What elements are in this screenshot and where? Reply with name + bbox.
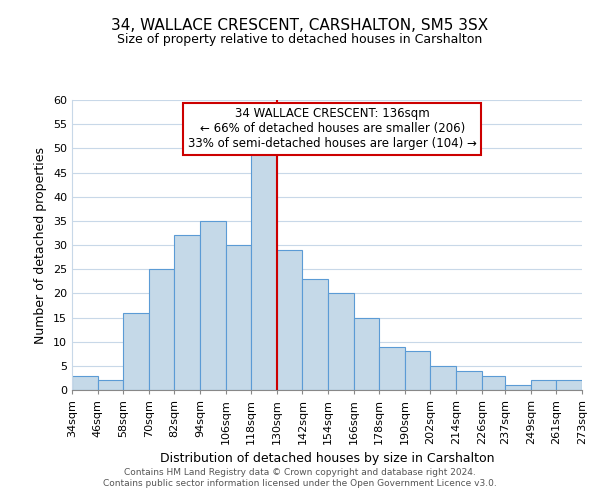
Text: Contains HM Land Registry data © Crown copyright and database right 2024.
Contai: Contains HM Land Registry data © Crown c… bbox=[103, 468, 497, 487]
Bar bbox=[482, 376, 505, 390]
Bar bbox=[379, 346, 405, 390]
Text: 34, WALLACE CRESCENT, CARSHALTON, SM5 3SX: 34, WALLACE CRESCENT, CARSHALTON, SM5 3S… bbox=[112, 18, 488, 32]
Bar bbox=[226, 245, 251, 390]
Bar bbox=[430, 366, 456, 390]
Bar bbox=[149, 269, 175, 390]
Bar bbox=[405, 352, 430, 390]
Y-axis label: Number of detached properties: Number of detached properties bbox=[34, 146, 47, 344]
X-axis label: Distribution of detached houses by size in Carshalton: Distribution of detached houses by size … bbox=[160, 452, 494, 466]
Bar bbox=[353, 318, 379, 390]
Bar bbox=[531, 380, 556, 390]
Bar bbox=[251, 153, 277, 390]
Bar bbox=[277, 250, 302, 390]
Bar bbox=[302, 279, 328, 390]
Bar bbox=[200, 221, 226, 390]
Bar bbox=[175, 236, 200, 390]
Bar bbox=[328, 294, 353, 390]
Bar bbox=[98, 380, 123, 390]
Bar bbox=[123, 312, 149, 390]
Text: Size of property relative to detached houses in Carshalton: Size of property relative to detached ho… bbox=[118, 32, 482, 46]
Bar bbox=[556, 380, 582, 390]
Bar bbox=[72, 376, 98, 390]
Bar bbox=[505, 385, 531, 390]
Text: 34 WALLACE CRESCENT: 136sqm
← 66% of detached houses are smaller (206)
33% of se: 34 WALLACE CRESCENT: 136sqm ← 66% of det… bbox=[188, 108, 477, 150]
Bar bbox=[456, 370, 482, 390]
